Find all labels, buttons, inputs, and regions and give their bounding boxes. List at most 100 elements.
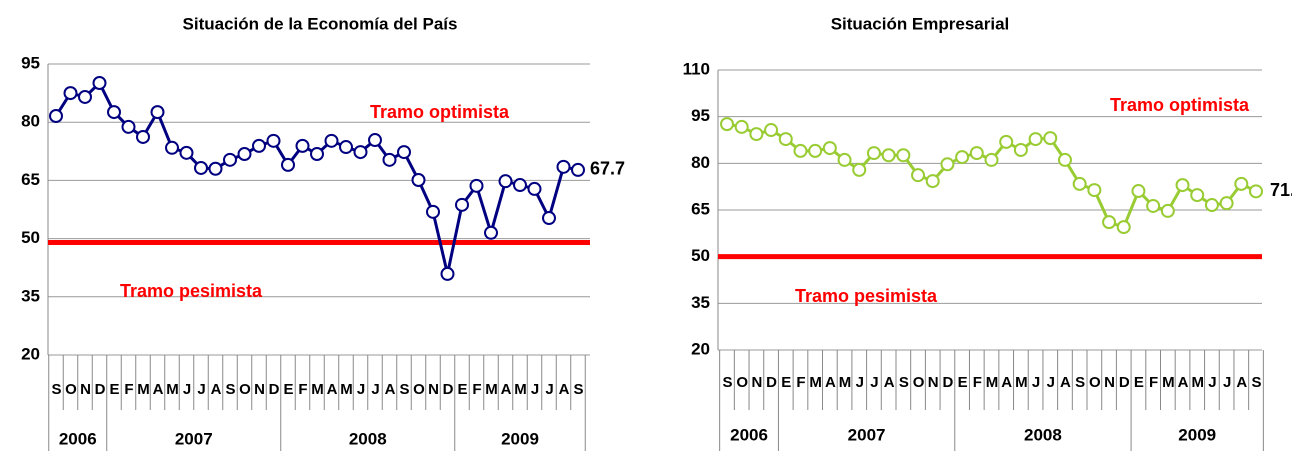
data-point — [150, 105, 165, 120]
data-point — [498, 174, 513, 189]
data-point — [382, 152, 397, 167]
x-tick-label: N — [928, 374, 938, 391]
data-point — [237, 147, 252, 162]
x-tick-label: M — [514, 381, 526, 398]
year-label: 2008 — [1024, 425, 1062, 444]
data-point — [78, 89, 92, 104]
x-tick-label: J — [1047, 374, 1055, 391]
x-tick-label: M — [340, 381, 352, 398]
data-point — [513, 178, 527, 193]
x-tick-label: M — [485, 381, 497, 398]
data-point — [793, 143, 808, 158]
x-tick-label: A — [1001, 374, 1012, 391]
x-tick-label: S — [722, 374, 732, 391]
x-tick-label: M — [137, 381, 149, 398]
x-tick-label: D — [269, 381, 280, 398]
x-tick-label: S — [573, 381, 583, 398]
y-tick-label: 80 — [691, 153, 710, 172]
data-point — [822, 141, 837, 156]
x-tick-label: J — [1223, 374, 1231, 391]
data-point — [426, 204, 440, 219]
data-point — [1249, 184, 1263, 199]
data-point — [107, 105, 121, 120]
x-tick-label: A — [1178, 374, 1189, 391]
x-tick-label: E — [958, 374, 968, 391]
y-tick-label: 20 — [21, 344, 40, 363]
data-point — [223, 152, 237, 167]
data-point — [1204, 198, 1219, 213]
x-tick-label: J — [856, 374, 864, 391]
x-tick-label: D — [942, 374, 953, 391]
x-tick-label: M — [1191, 374, 1203, 391]
data-point — [295, 138, 310, 153]
data-point — [881, 148, 896, 163]
y-tick-label: 80 — [21, 112, 40, 131]
data-point — [720, 117, 734, 132]
x-tick-label: M — [1162, 374, 1174, 391]
data-point — [469, 178, 484, 193]
year-label: 2007 — [175, 429, 213, 448]
data-point — [368, 133, 382, 148]
data-point — [571, 162, 585, 177]
x-tick-label: F — [796, 374, 805, 391]
data-point — [556, 159, 571, 174]
data-point — [1146, 198, 1161, 213]
x-tick-label: A — [559, 381, 570, 398]
data-point — [1234, 176, 1249, 191]
value-label: 71.0 — [1270, 180, 1292, 200]
data-point — [1160, 203, 1175, 218]
data-point — [136, 129, 150, 144]
data-point — [749, 127, 764, 142]
data-line — [726, 122, 1257, 229]
data-point — [194, 160, 208, 175]
chart-title: Situación de la Economía del País — [183, 14, 458, 33]
y-tick-label: 35 — [21, 286, 40, 305]
data-point — [165, 140, 179, 155]
data-point — [984, 152, 999, 167]
data-point — [440, 266, 455, 281]
y-tick-label: 95 — [691, 106, 710, 125]
y-tick-label: 35 — [691, 293, 710, 312]
x-tick-label: N — [751, 374, 761, 391]
x-tick-label: A — [501, 381, 512, 398]
value-label: 67.7 — [590, 159, 625, 179]
x-tick-label: E — [109, 381, 119, 398]
x-tick-label: O — [239, 381, 251, 398]
x-tick-label: A — [1060, 374, 1071, 391]
data-point — [1072, 176, 1087, 191]
x-tick-label: J — [531, 381, 539, 398]
x-tick-label: J — [1032, 374, 1040, 391]
x-tick-label: J — [1208, 374, 1216, 391]
annotation: Tramo pesimista — [795, 286, 938, 306]
y-tick-label: 65 — [691, 199, 710, 218]
x-tick-label: S — [1075, 374, 1085, 391]
data-point — [837, 152, 852, 167]
x-tick-label: A — [1236, 374, 1247, 391]
year-label: 2006 — [59, 429, 97, 448]
x-tick-label: E — [457, 381, 467, 398]
x-tick-label: O — [736, 374, 748, 391]
data-point — [1219, 196, 1234, 211]
x-tick-label: N — [254, 381, 264, 398]
y-tick-label: 110 — [683, 59, 710, 78]
x-tick-label: A — [385, 381, 396, 398]
data-point — [208, 161, 223, 176]
data-point — [999, 134, 1014, 149]
data-point — [808, 143, 823, 158]
data-point — [955, 150, 970, 165]
data-point — [324, 133, 339, 148]
x-tick-label: E — [1134, 374, 1144, 391]
data-point — [940, 157, 955, 172]
data-point — [353, 145, 368, 160]
data-point — [1057, 152, 1072, 167]
x-tick-label: O — [1089, 374, 1101, 391]
x-tick-label: A — [884, 374, 895, 391]
x-tick-label: F — [973, 374, 982, 391]
x-tick-label: O — [65, 381, 77, 398]
x-tick-label: S — [399, 381, 409, 398]
data-point — [484, 225, 498, 240]
data-point — [1175, 178, 1190, 193]
data-point — [734, 119, 749, 134]
data-point — [455, 197, 469, 212]
x-tick-label: A — [211, 381, 222, 398]
